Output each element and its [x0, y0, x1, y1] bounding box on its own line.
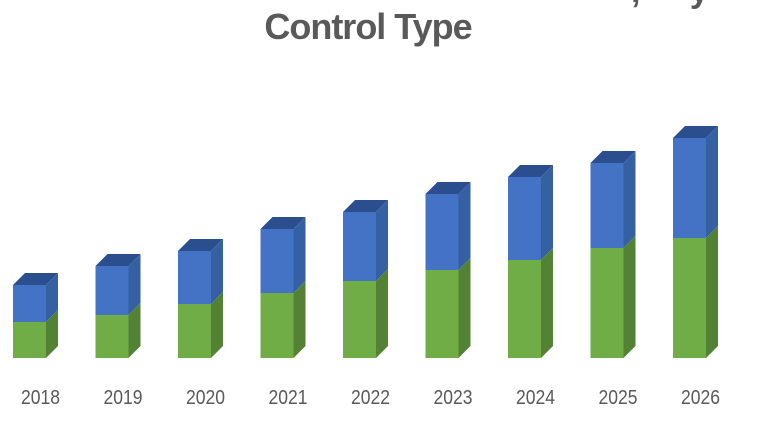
bar-front-face-green-2025	[590, 248, 624, 358]
bar-side-face-blue-2019	[128, 254, 141, 315]
bar-side-face-green-2019	[128, 303, 141, 358]
bar-side-face-green-2021	[293, 281, 306, 358]
bar-front-face-green-2024	[508, 260, 541, 358]
bar-top-face-blue-2020	[178, 239, 223, 251]
bar-side-face-green-2025	[623, 236, 636, 358]
bar-front-face-green-2019	[95, 315, 129, 358]
bar-front-face-blue-2021	[260, 229, 294, 293]
x-axis-label-2025: 2025	[599, 387, 638, 409]
bar-side-face-green-2023	[458, 258, 471, 358]
bar-top-face-blue-2024	[508, 165, 553, 177]
bar-group-2023	[425, 182, 471, 358]
bar-front-face-blue-2025	[590, 163, 624, 248]
x-axis-label-2026: 2026	[681, 387, 720, 409]
bar-side-face-green-2018	[46, 310, 58, 358]
bar-side-face-blue-2023	[458, 182, 471, 270]
bar-front-face-green-2021	[260, 293, 294, 358]
bar-side-face-blue-2025	[623, 151, 636, 248]
bar-front-face-blue-2020	[178, 251, 211, 304]
x-axis-label-2024: 2024	[516, 387, 555, 409]
clipped-title-line1-fragment: , y	[631, 0, 709, 8]
bar-group-2024	[508, 165, 553, 358]
bar-top-face-blue-2019	[95, 254, 141, 266]
bar-top-face-blue-2026	[673, 126, 718, 138]
bar-side-face-blue-2022	[376, 200, 388, 281]
bar-group-2018	[13, 273, 58, 358]
x-axis-label-2020: 2020	[186, 387, 225, 409]
bar-side-face-green-2022	[376, 269, 388, 358]
bar-front-face-green-2020	[178, 304, 211, 358]
bar-side-face-blue-2021	[293, 217, 306, 293]
bar-group-2019	[95, 254, 141, 358]
bar-side-face-green-2026	[706, 226, 718, 358]
bar-side-face-blue-2020	[211, 239, 223, 304]
x-axis-label-2021: 2021	[269, 387, 308, 409]
bar-side-face-green-2024	[541, 248, 553, 358]
x-axis-label-2019: 2019	[104, 387, 143, 409]
bar-front-face-blue-2019	[95, 266, 129, 315]
x-axis-label-2022: 2022	[351, 387, 390, 409]
bar-top-face-blue-2023	[425, 182, 471, 194]
bar-group-2020	[178, 239, 223, 358]
bar-top-face-blue-2018	[13, 273, 58, 285]
bar-front-face-green-2022	[343, 281, 376, 358]
bar-front-face-blue-2024	[508, 177, 541, 260]
x-axis-label-2023: 2023	[434, 387, 473, 409]
bar-front-face-blue-2018	[13, 285, 46, 322]
bar-top-face-blue-2022	[343, 200, 388, 212]
x-axis-label-2018: 2018	[21, 387, 60, 409]
chart-title: Control Type	[264, 6, 472, 47]
bar-front-face-blue-2026	[673, 138, 706, 238]
bar-front-face-green-2026	[673, 238, 706, 358]
bar-group-2025	[590, 151, 636, 358]
bar-front-face-blue-2022	[343, 212, 376, 281]
bar-side-face-blue-2026	[706, 126, 718, 238]
bar-side-face-green-2020	[211, 292, 223, 358]
bar-front-face-green-2023	[425, 270, 459, 358]
bar-group-2026	[673, 126, 718, 358]
bar-group-2021	[260, 217, 306, 358]
bar-front-face-green-2018	[13, 322, 46, 358]
bar-top-face-blue-2025	[590, 151, 636, 163]
bar-front-face-blue-2023	[425, 194, 459, 270]
bar-group-2022	[343, 200, 388, 358]
bar-side-face-blue-2024	[541, 165, 553, 260]
bar-side-face-blue-2018	[46, 273, 58, 322]
bar-top-face-blue-2021	[260, 217, 306, 229]
